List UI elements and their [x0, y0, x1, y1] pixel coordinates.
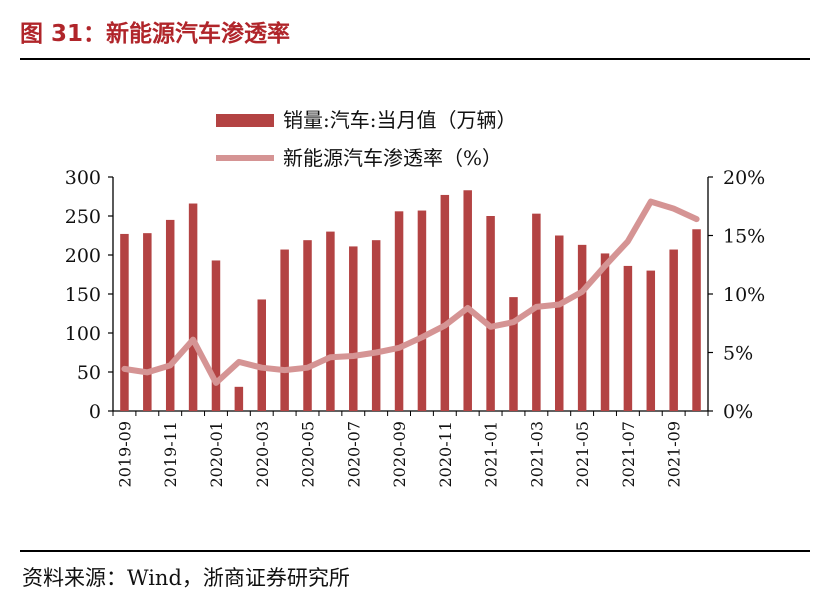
bottom-rule	[20, 550, 810, 552]
bar	[669, 249, 678, 411]
bar	[165, 219, 175, 411]
x-tick-label: 2020-05	[299, 421, 318, 487]
x-tick-label: 2021-07	[619, 421, 638, 487]
legend: 销量:汽车:当月值（万辆） 新能源汽车渗透率（%）	[216, 108, 516, 170]
left-tick-label: 0	[89, 401, 101, 423]
left-tick-label: 50	[77, 362, 101, 384]
left-tick-label: 150	[65, 284, 101, 306]
bar	[188, 203, 198, 411]
bar	[463, 190, 472, 411]
bar	[394, 211, 404, 411]
top-rule	[20, 58, 810, 60]
left-tick-label: 200	[65, 245, 101, 267]
bar	[120, 233, 129, 411]
bar	[234, 386, 244, 411]
x-tick-label: 2020-01	[207, 421, 226, 487]
bar	[257, 299, 266, 411]
legend-bar-swatch	[216, 114, 274, 127]
right-tick-label: 5%	[723, 343, 753, 365]
bar	[532, 213, 541, 411]
bar	[600, 253, 610, 411]
bar	[577, 244, 587, 411]
right-tick-label: 20%	[723, 167, 765, 189]
bar	[623, 265, 633, 411]
x-tick-label: 2021-03	[527, 421, 546, 487]
bar	[326, 231, 335, 411]
x-tick-label: 2020-03	[253, 421, 272, 487]
figure-title: 图 31：新能源汽车渗透率	[20, 21, 291, 47]
bar-series	[120, 190, 701, 411]
legend-line-label: 新能源汽车渗透率（%）	[283, 146, 502, 170]
bar	[280, 249, 289, 411]
bar	[303, 240, 312, 411]
bar	[486, 216, 495, 411]
bar	[211, 260, 221, 411]
source-note: 资料来源：Wind，浙商证券研究所	[22, 566, 350, 590]
bar	[440, 194, 450, 411]
x-tick-label: 2021-05	[573, 421, 592, 487]
left-tick-label: 250	[65, 206, 101, 228]
x-tick-label: 2019-11	[161, 421, 180, 487]
bar	[509, 297, 518, 411]
bar	[555, 235, 564, 411]
x-axis-labels: 2019-09 2019-11 2020-01 2020-03 2020-05 2020-…	[115, 421, 683, 487]
bar	[417, 210, 427, 411]
x-tick-label: 2019-09	[115, 421, 134, 487]
bar	[143, 233, 152, 411]
right-tick-label: 15%	[723, 226, 765, 248]
line-series	[121, 198, 700, 386]
bar	[349, 246, 358, 411]
penetration-line	[121, 198, 700, 386]
right-tick-label: 10%	[723, 284, 765, 306]
bar	[371, 240, 381, 411]
bar	[692, 229, 701, 411]
right-tick-label: 0%	[723, 401, 753, 423]
axes: 0 50 100 150 200 250 300 0% 5% 10% 15% 20%	[65, 167, 766, 423]
x-tick-label: 2021-01	[482, 421, 501, 487]
bar	[646, 270, 656, 411]
left-tick-label: 100	[65, 323, 101, 345]
legend-bar-label: 销量:汽车:当月值（万辆）	[283, 108, 516, 132]
left-tick-label: 300	[65, 167, 101, 189]
x-tick-label: 2020-09	[390, 421, 409, 487]
x-tick-label: 2020-11	[436, 421, 455, 487]
x-tick-label: 2021-09	[665, 421, 684, 487]
x-tick-label: 2020-07	[344, 421, 363, 487]
